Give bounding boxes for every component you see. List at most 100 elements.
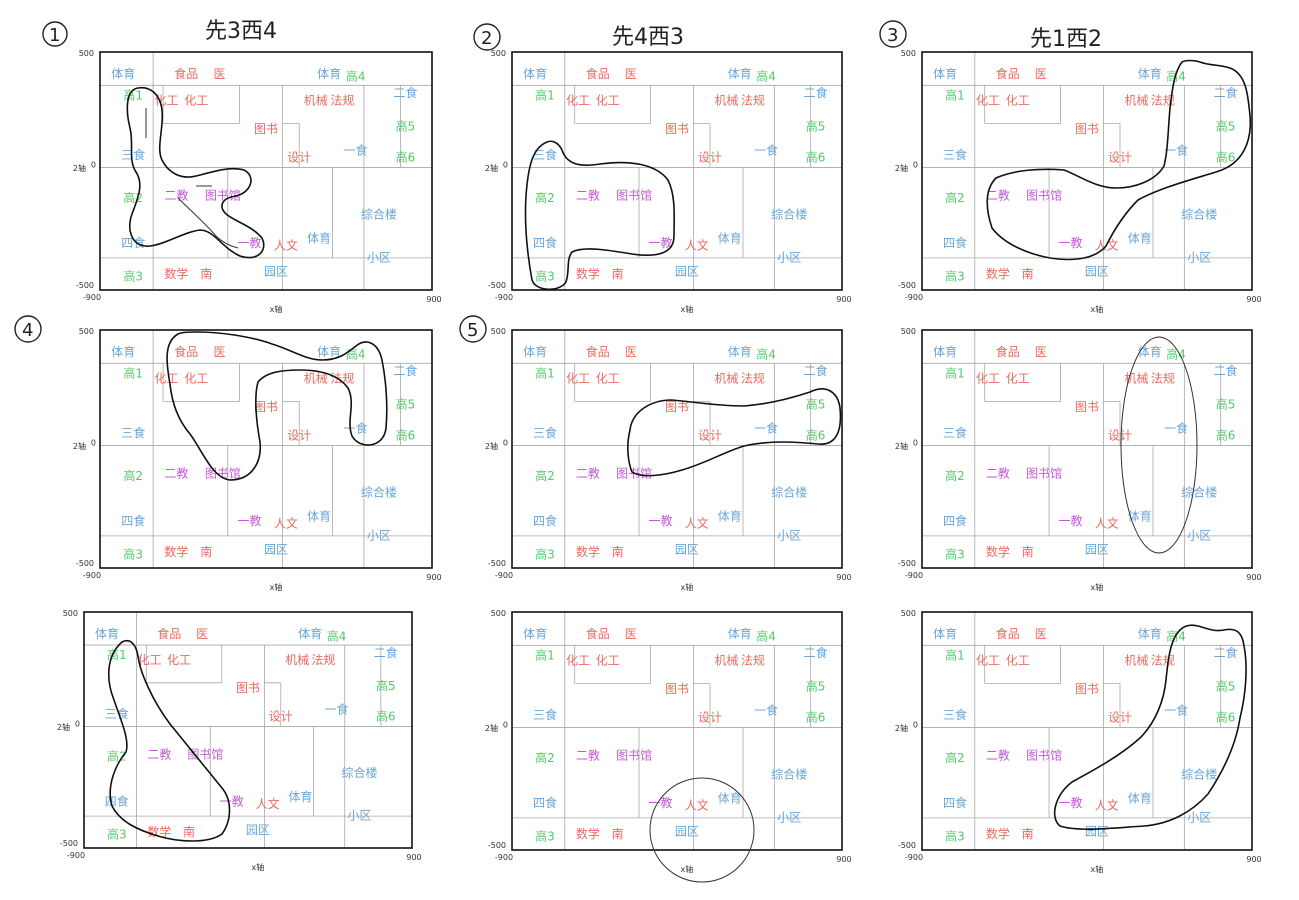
room-label: 四食 xyxy=(943,795,967,810)
room-label: 一教 xyxy=(1058,795,1082,810)
room-label: 高6 xyxy=(396,427,416,442)
room-label: 高6 xyxy=(376,709,396,724)
room-label: 一教 xyxy=(237,513,261,528)
room-label: 一食 xyxy=(344,142,368,157)
room-label: 医 xyxy=(1035,627,1047,641)
room-label: 二食 xyxy=(393,85,417,100)
axis-y-top: 500 xyxy=(491,49,506,58)
room-label: 南 xyxy=(183,824,195,839)
room-label: 化工 xyxy=(596,653,620,667)
room-label: 高2 xyxy=(123,190,143,205)
number-2: 2 xyxy=(481,28,492,49)
room-label: 人文 xyxy=(1095,798,1119,813)
number-1-marker: 1 xyxy=(42,21,68,47)
room-label: 人文 xyxy=(256,796,280,811)
axis-x-label: x轴 xyxy=(251,862,264,872)
axis-y-top: 500 xyxy=(63,609,78,618)
axis-y-mid: 0 xyxy=(503,720,508,729)
number-2-marker: 2 xyxy=(473,23,501,51)
room-label: 综合楼 xyxy=(342,765,378,780)
room-label: 小区 xyxy=(367,528,391,542)
panel-frame xyxy=(511,611,843,851)
room-label: 南 xyxy=(1022,266,1034,281)
room-label: 四食 xyxy=(533,235,557,250)
room-label: 高4 xyxy=(327,628,347,643)
room-label: 人文 xyxy=(685,516,709,531)
room-label: 一食 xyxy=(1164,142,1188,157)
axis-y-mid: 0 xyxy=(91,160,96,169)
room-label: 图书馆 xyxy=(1026,188,1062,203)
room-label: 化工 xyxy=(184,371,208,385)
panel-frame xyxy=(921,51,1253,291)
room-label: 食品 xyxy=(586,344,610,359)
axis-x-max: 900 xyxy=(1246,855,1261,864)
room-label: 三食 xyxy=(943,425,967,440)
room-label: 数学 xyxy=(986,266,1010,281)
axis-x-label: x轴 xyxy=(1091,582,1104,592)
axis-y-bottom: -500 xyxy=(76,281,94,290)
heading-1: 先3西4 xyxy=(205,19,277,44)
room-label: 设计 xyxy=(698,428,722,442)
room-label: 机械 xyxy=(285,652,309,667)
number-3: 3 xyxy=(887,25,898,46)
room-label: 南 xyxy=(612,826,624,841)
room-label: 高3 xyxy=(123,546,143,561)
room-label: 机械 xyxy=(304,370,328,385)
room-label: 综合楼 xyxy=(1181,207,1217,222)
room-label: 化工 xyxy=(154,371,178,385)
room-label: 人文 xyxy=(685,798,709,813)
axis-x-max: 900 xyxy=(406,853,421,862)
room-label: 高6 xyxy=(396,149,416,164)
room-label: 小区 xyxy=(777,250,801,264)
number-4: 4 xyxy=(22,320,33,341)
room-label: 四食 xyxy=(533,513,557,528)
room-label: 四食 xyxy=(943,235,967,250)
room-label: 法规 xyxy=(741,92,765,107)
room-label: 二食 xyxy=(804,645,828,660)
room-label: 数学 xyxy=(164,266,188,281)
axis-y-label: 2轴 xyxy=(485,163,498,173)
room-label: 二教 xyxy=(986,188,1010,203)
axis-x-min: -900 xyxy=(495,293,513,302)
room-label: 体育 xyxy=(1138,626,1162,641)
room-label: 体育 xyxy=(933,66,957,81)
room-label: 化工 xyxy=(566,653,590,667)
room-label: 体育 xyxy=(288,789,312,804)
room-label: 二教 xyxy=(164,466,188,481)
room-label: 高6 xyxy=(806,709,826,724)
room-label: 体育 xyxy=(523,344,547,359)
room-label: 二教 xyxy=(576,466,600,481)
room-label: 设计 xyxy=(1108,710,1132,724)
room-label: 设计 xyxy=(287,150,311,164)
room-label: 食品 xyxy=(174,66,198,81)
room-label: 高3 xyxy=(945,546,965,561)
route-panel-8 xyxy=(649,777,755,883)
room-label: 综合楼 xyxy=(361,207,397,222)
room-label: 食品 xyxy=(586,66,610,81)
room-label: 高6 xyxy=(1216,149,1236,164)
room-label: 综合楼 xyxy=(771,767,807,782)
room-label: 小区 xyxy=(1187,810,1211,824)
axis-x-label: x轴 xyxy=(681,582,694,592)
room-label: 化工 xyxy=(1006,653,1030,667)
room-label: 一教 xyxy=(648,513,672,528)
axis-y-mid: 0 xyxy=(503,438,508,447)
map-panel: 体育 食品医体育 高4高1 化工 化工 机械 法规二食高5三食图书设计一食高6高2 二教 图书馆… xyxy=(485,327,852,592)
room-label: 机械 xyxy=(714,370,738,385)
room-label: 法规 xyxy=(1151,652,1175,667)
room-label: 南 xyxy=(1022,826,1034,841)
room-label: 体育 xyxy=(1138,344,1162,359)
room-label: 小区 xyxy=(367,250,391,264)
room-label: 三食 xyxy=(533,707,557,722)
room-label: 数学 xyxy=(576,826,600,841)
panel-frame xyxy=(921,329,1253,569)
room-label: 高3 xyxy=(535,546,555,561)
room-label: 二教 xyxy=(576,748,600,763)
room-label: 二食 xyxy=(393,363,417,378)
axis-y-bottom: -500 xyxy=(898,559,916,568)
room-label: 南 xyxy=(612,544,624,559)
room-label: 高1 xyxy=(123,366,143,381)
room-label: 体育 xyxy=(111,344,135,359)
room-label: 三食 xyxy=(121,147,145,162)
room-label: 园区 xyxy=(1085,825,1109,839)
